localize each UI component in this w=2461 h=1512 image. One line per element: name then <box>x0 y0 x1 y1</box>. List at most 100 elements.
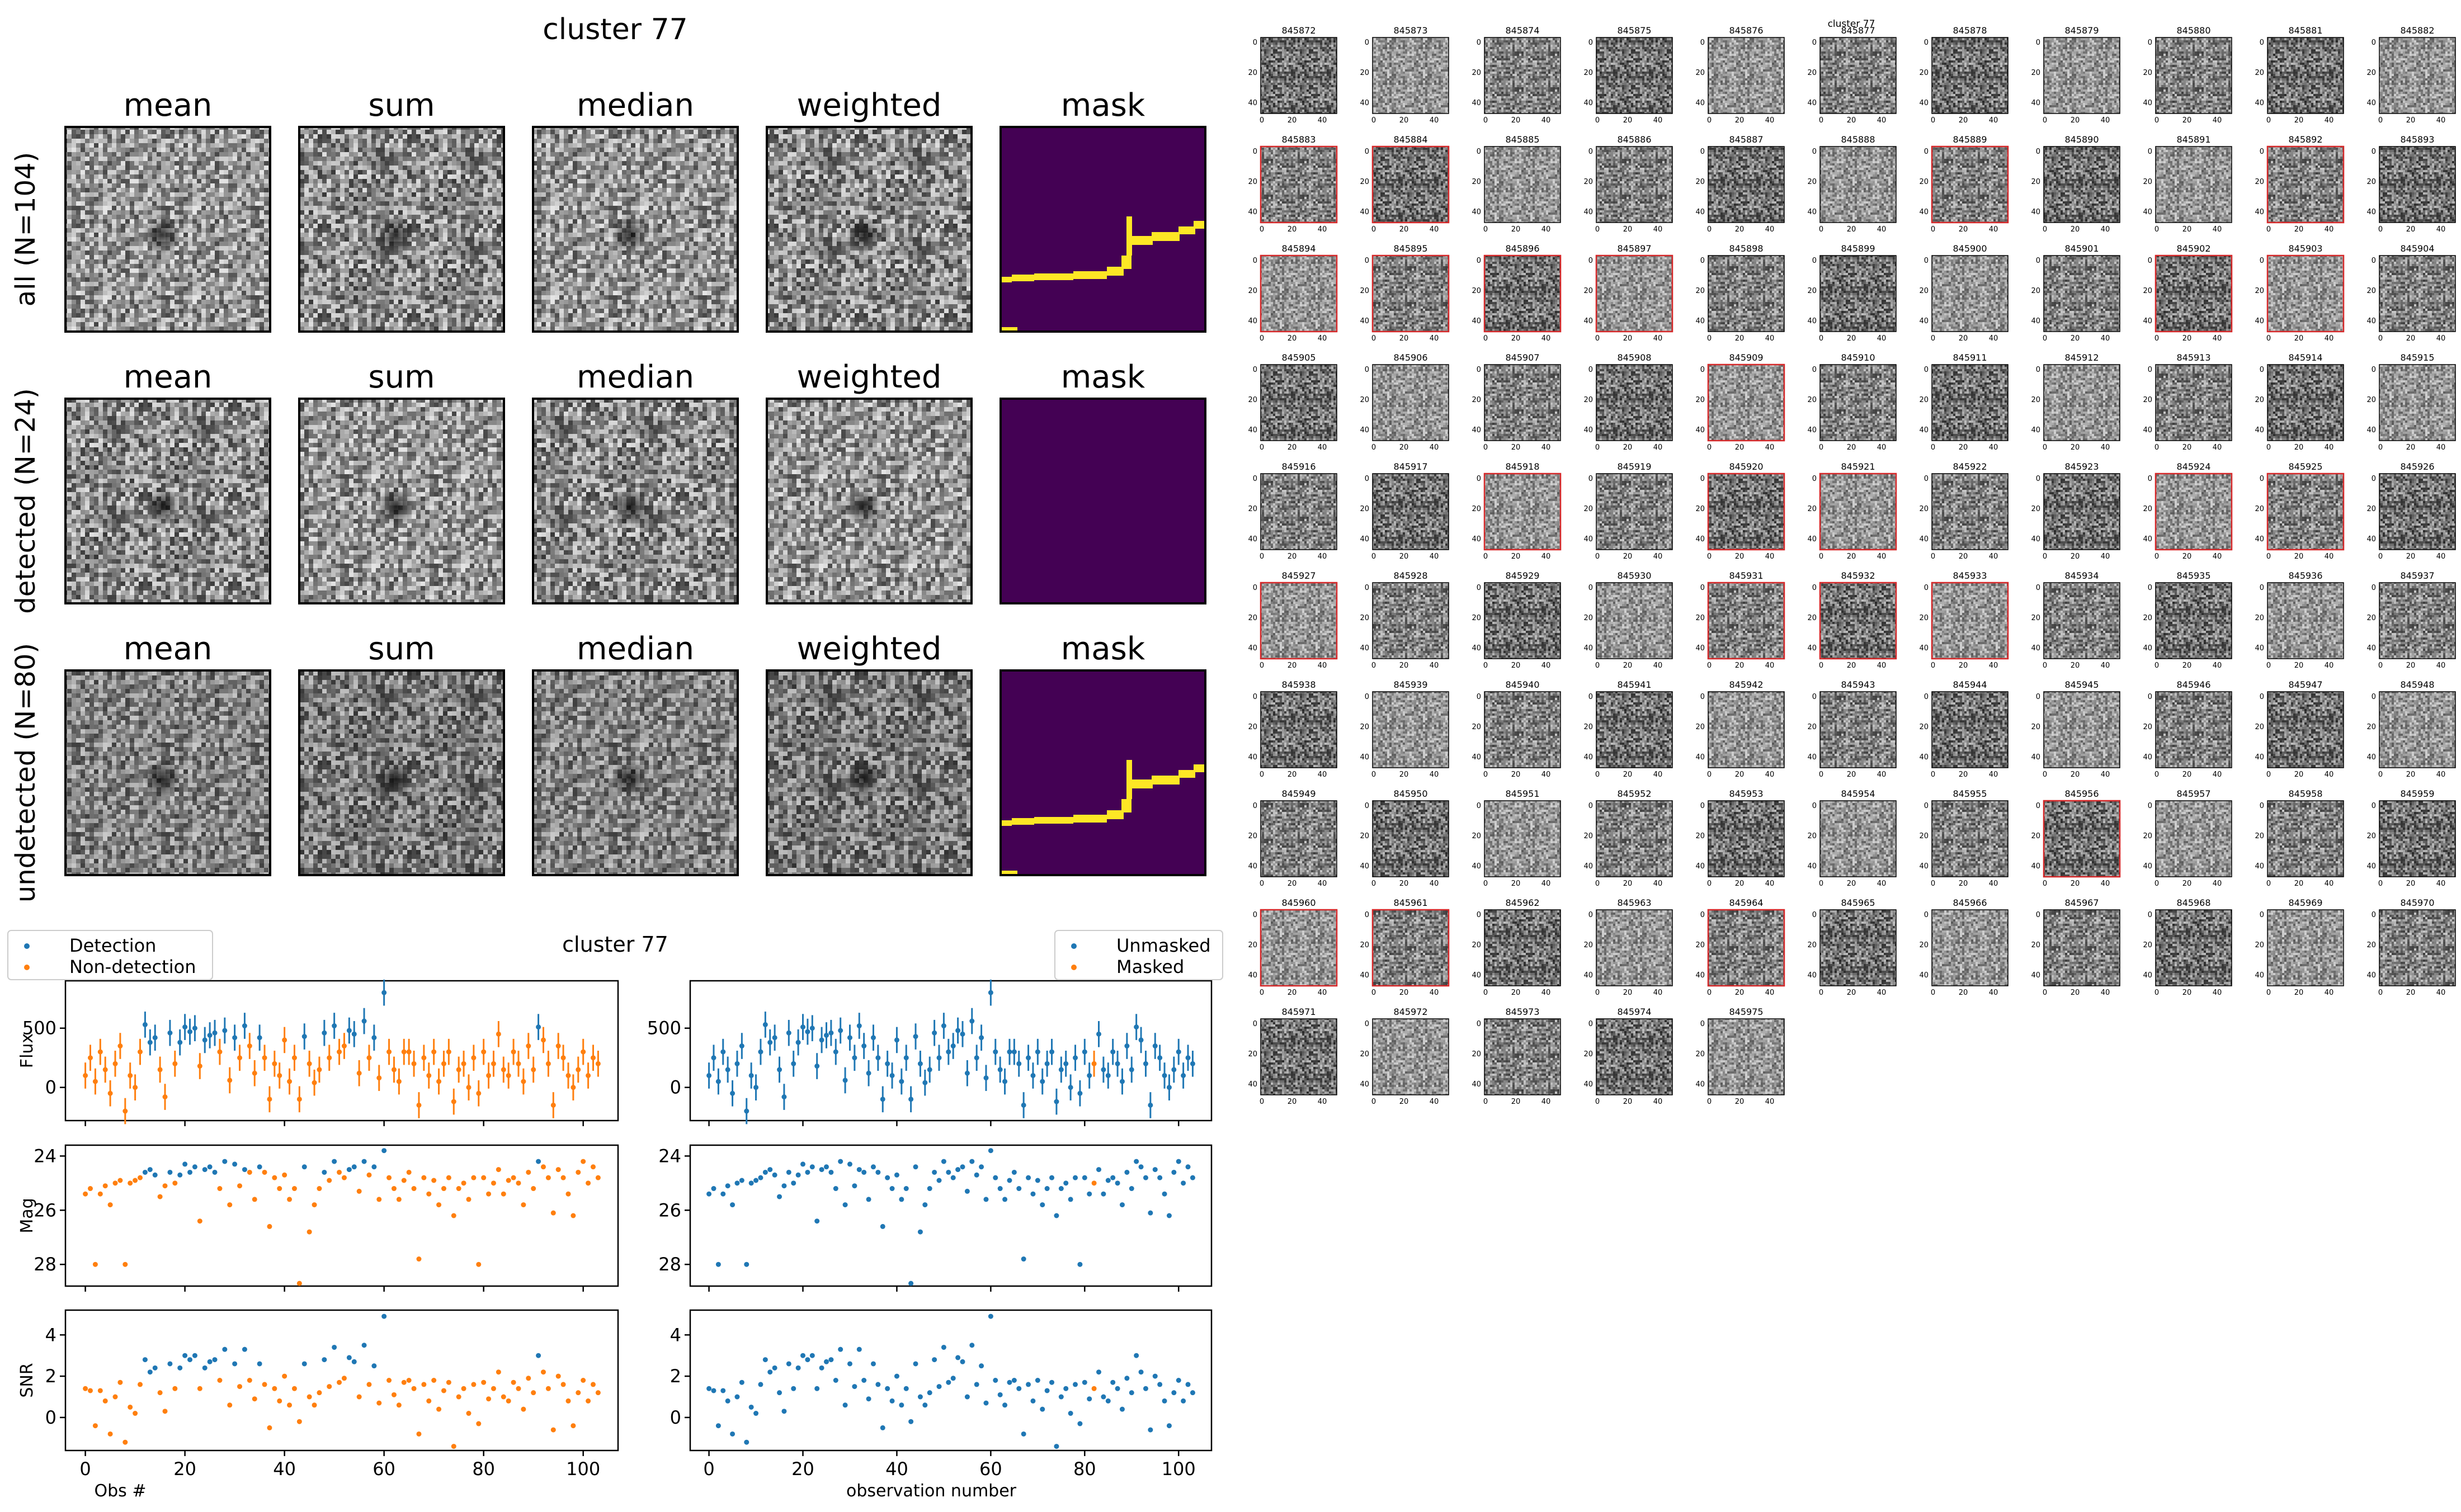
data-point <box>471 1055 477 1061</box>
data-point <box>92 1261 98 1267</box>
cutout-id: 845926 <box>2400 461 2434 472</box>
data-point <box>197 1064 202 1069</box>
cutout-border <box>2155 691 2232 768</box>
cutout-y-tick: 0 <box>2372 911 2376 919</box>
data-point <box>908 1097 914 1102</box>
data-point <box>446 1379 451 1385</box>
cutout-border <box>1596 146 1673 223</box>
stack-image <box>766 669 973 876</box>
cutout-y-tick: 20 <box>1807 69 1817 77</box>
data-point <box>781 1094 787 1100</box>
cutout-id: 845944 <box>1953 679 1987 690</box>
cutout-id: 845933 <box>1953 570 1987 581</box>
data-point <box>476 1421 482 1426</box>
cutout-x-tick: 0 <box>1483 771 1488 779</box>
data-point <box>932 1357 937 1363</box>
cutout-x-tick: 0 <box>1483 116 1488 125</box>
cutout-y-tick: 20 <box>1248 614 1257 622</box>
data-point <box>242 1167 247 1173</box>
cutout-border <box>1260 364 1337 441</box>
data-point <box>506 1398 511 1404</box>
cutout-y-tick: 40 <box>1583 971 1593 980</box>
data-point <box>739 1178 744 1183</box>
cutout-id: 845974 <box>1617 1007 1651 1017</box>
cutout-x-tick: 0 <box>2266 334 2271 343</box>
cutout-x-tick: 0 <box>1819 771 1823 779</box>
cutout-y-tick: 0 <box>2372 257 2376 265</box>
cutout-y-tick: 20 <box>2255 287 2264 295</box>
cutout-x-tick: 0 <box>1707 334 1712 343</box>
cutout-x-tick: 20 <box>1288 552 1297 561</box>
data-point <box>997 1067 1003 1072</box>
data-point <box>83 1386 88 1391</box>
data-point <box>875 1055 881 1061</box>
data-point <box>307 1394 312 1400</box>
cutout-y-tick: 20 <box>2255 941 2264 949</box>
cutout-x-tick: 40 <box>2213 116 2222 125</box>
cutout-y-tick: 40 <box>1360 535 1369 544</box>
y-tick-label: 500 <box>647 1018 681 1039</box>
data-point <box>1011 1378 1017 1383</box>
data-point <box>1002 1079 1008 1084</box>
cutout-y-tick: 20 <box>1695 832 1705 840</box>
data-point <box>152 1365 158 1371</box>
data-point <box>932 1169 937 1175</box>
cutout-x-tick: 20 <box>2406 771 2416 779</box>
cutout-x-tick: 40 <box>2213 880 2222 888</box>
cutout-y-tick: 20 <box>1695 69 1705 77</box>
data-point <box>950 1175 956 1180</box>
cutout-x-tick: 20 <box>1511 662 1521 670</box>
cutout-x-tick: 40 <box>1318 989 1327 997</box>
data-point <box>908 1281 914 1286</box>
data-point <box>1035 1178 1040 1183</box>
cutout-id: 845949 <box>1281 788 1316 799</box>
data-point <box>861 1043 867 1049</box>
cutout-y-tick: 20 <box>1472 505 1481 513</box>
cutout-x-tick: 0 <box>2043 225 2047 234</box>
cutout-border <box>1931 800 2009 877</box>
data-point <box>1176 1159 1181 1164</box>
cutout-y-tick: 0 <box>1700 39 1705 47</box>
flagged-border <box>1707 909 1785 987</box>
cutout-id: 845928 <box>1393 570 1427 581</box>
cutout-y-tick: 40 <box>1695 99 1705 107</box>
cutout-x-tick: 40 <box>1318 662 1327 670</box>
data-point <box>941 1344 946 1350</box>
cutout-y-tick: 20 <box>1919 832 1929 840</box>
stack-image <box>64 126 271 333</box>
cutout-x-tick: 0 <box>2154 334 2159 343</box>
source-blob <box>845 759 883 797</box>
data-point <box>540 1369 546 1375</box>
cutout-id: 845953 <box>1729 788 1763 799</box>
data-point <box>222 1159 228 1164</box>
data-point <box>366 1055 372 1061</box>
data-point <box>823 1032 829 1038</box>
data-point <box>536 1159 541 1164</box>
data-point <box>1058 1186 1064 1192</box>
cutout-y-tick: 40 <box>2366 535 2376 544</box>
cutout-border <box>2155 582 2232 659</box>
cutout-y-tick: 0 <box>1365 802 1369 810</box>
cutout-id: 845961 <box>1393 897 1427 908</box>
cutout-border <box>2043 364 2120 441</box>
data-point <box>786 1361 791 1367</box>
cutout-id: 845912 <box>2064 352 2099 363</box>
data-point <box>107 1090 113 1096</box>
data-point <box>122 1261 128 1267</box>
cutout-y-tick: 0 <box>1477 693 1481 701</box>
data-point <box>1152 1043 1158 1049</box>
cutout-border <box>2043 146 2120 223</box>
data-point <box>927 1390 932 1396</box>
cutout-x-tick: 20 <box>1623 771 1633 779</box>
cutout-x-tick: 0 <box>1707 225 1712 234</box>
cutout-border <box>1819 146 1897 223</box>
cutout-x-tick: 0 <box>1260 334 1264 343</box>
data-point <box>866 1197 871 1202</box>
cutout-x-tick: 0 <box>2154 989 2159 997</box>
cutout-x-tick: 40 <box>2101 552 2110 561</box>
